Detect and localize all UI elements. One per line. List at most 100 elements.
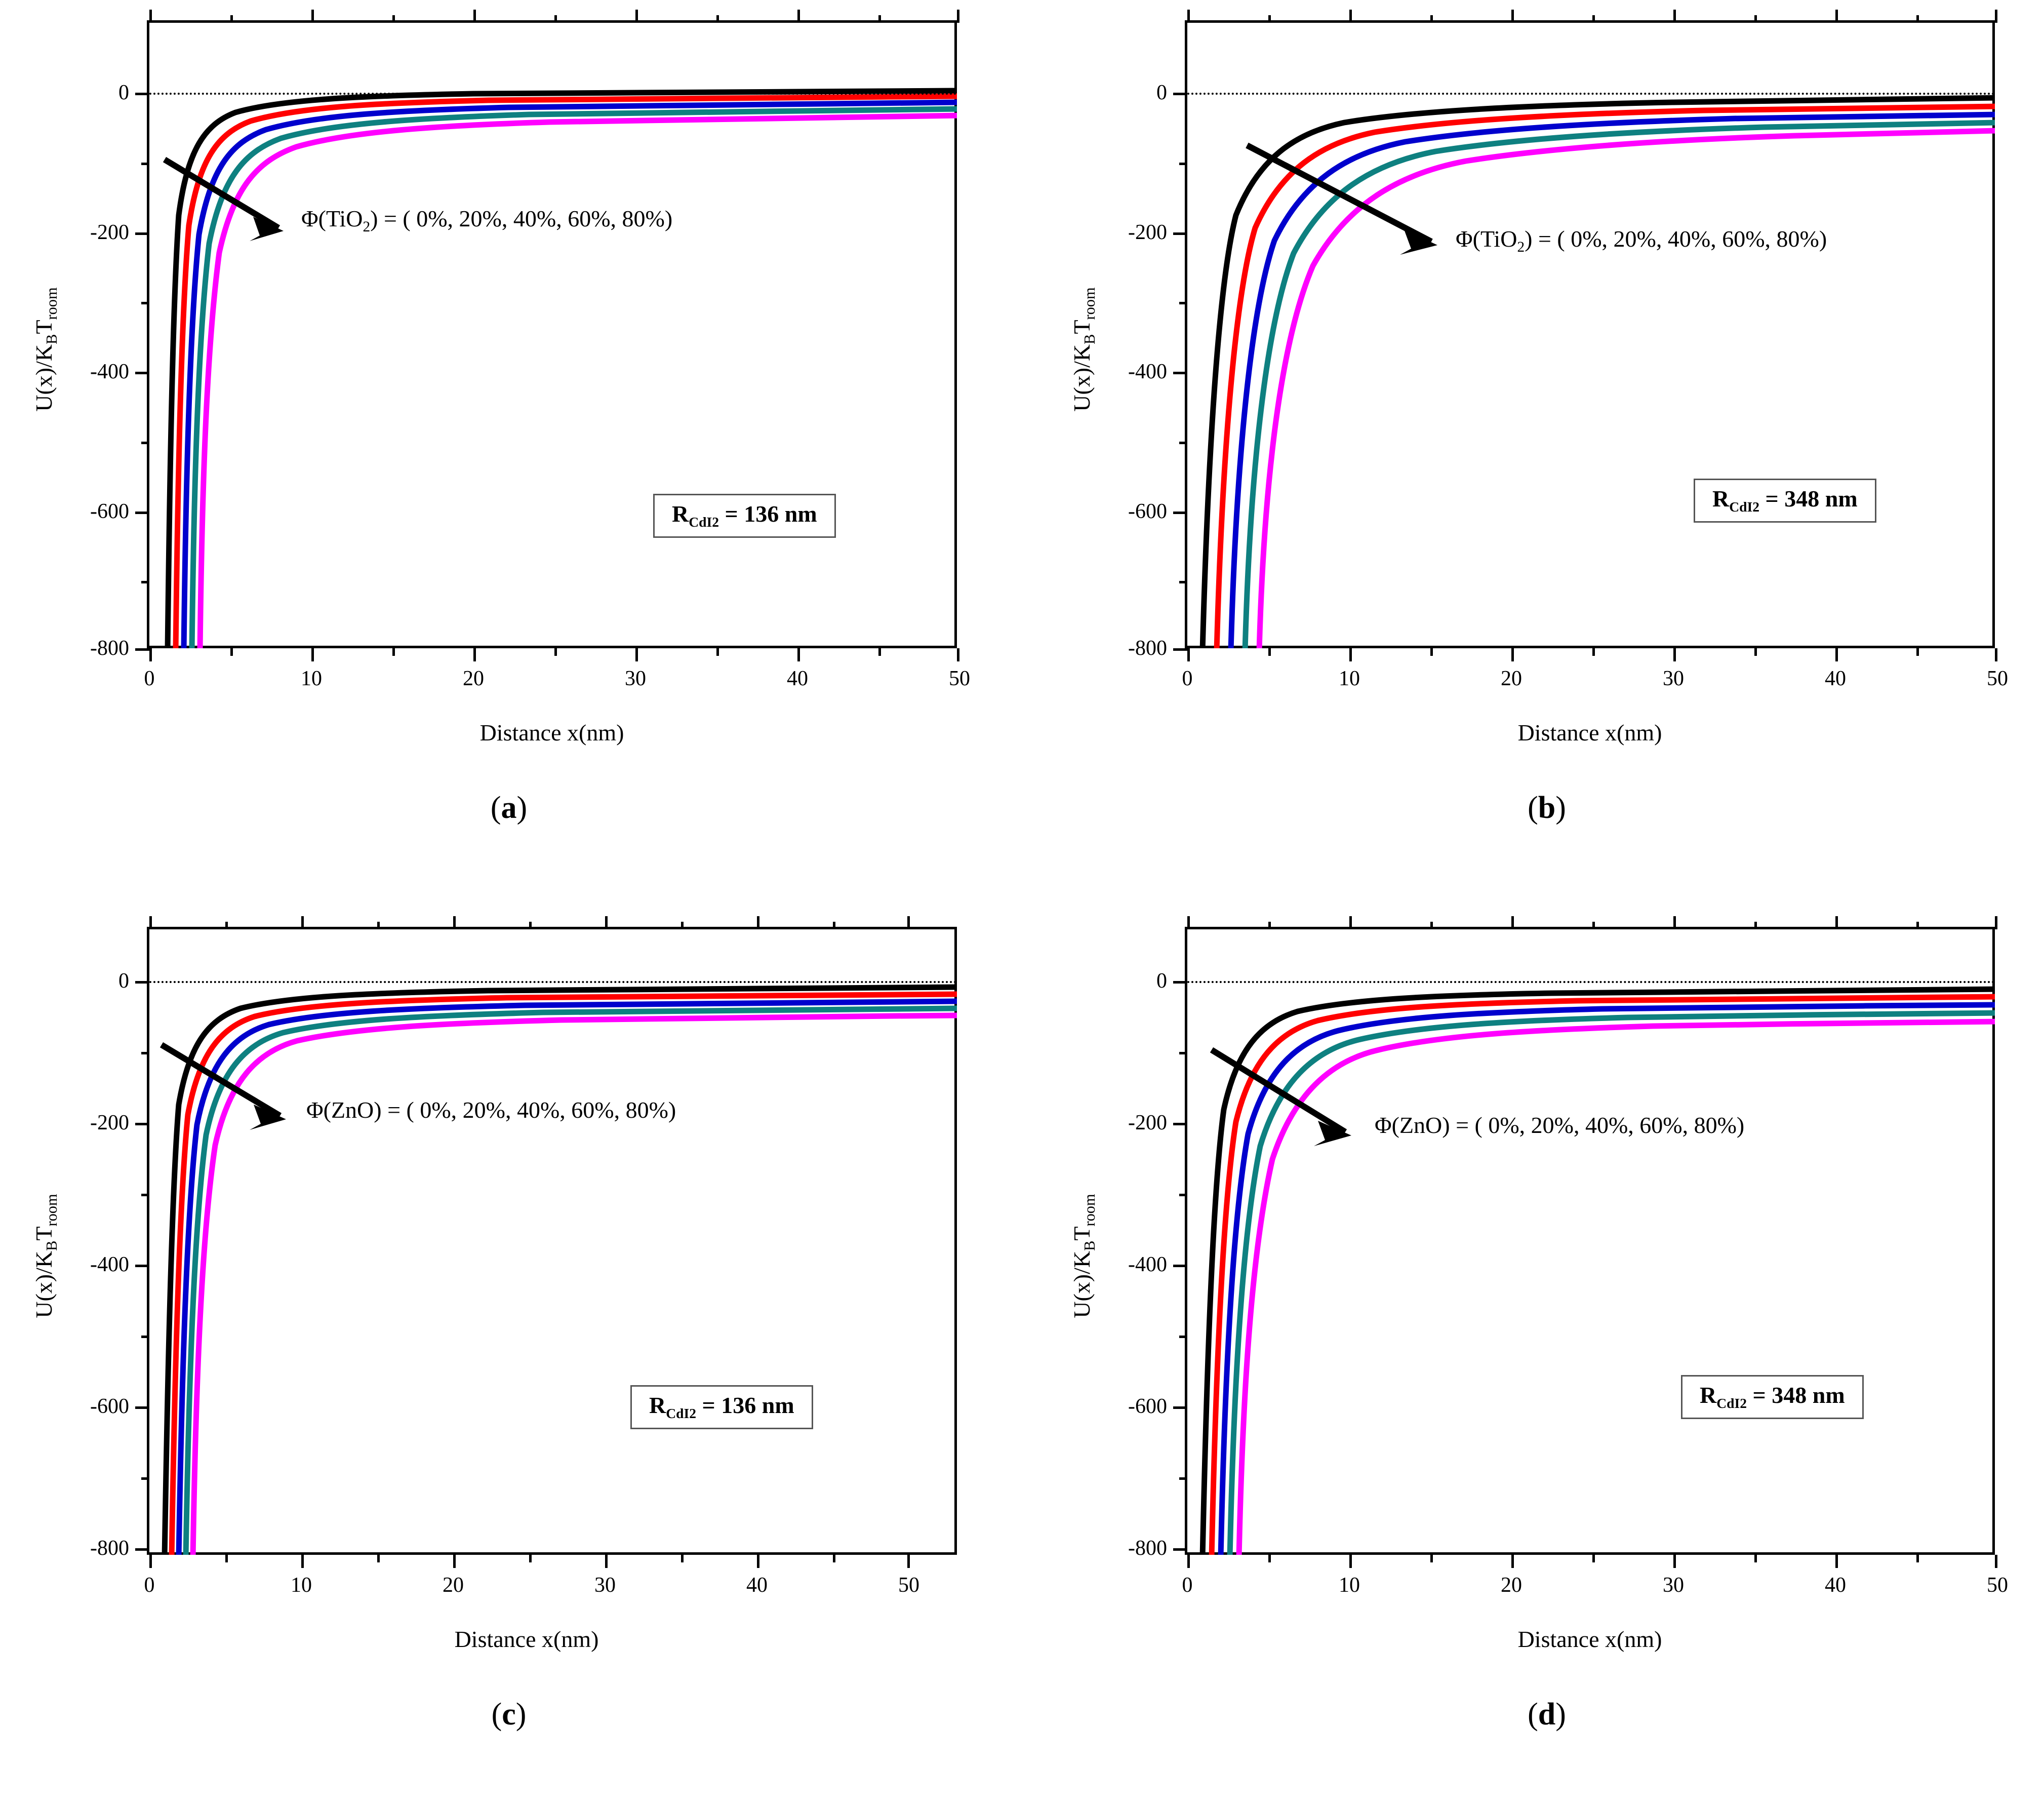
phi-annotation-prefix: Φ(TiO bbox=[1456, 226, 1517, 252]
x-axis-title-d: Distance x(nm) bbox=[1517, 1626, 1662, 1652]
x-top-tick-50 bbox=[1995, 10, 1997, 23]
curve-80-percent bbox=[1256, 128, 1995, 648]
curve-60-percent bbox=[183, 1005, 957, 1555]
y-axis-title-sub-room: room bbox=[43, 1194, 61, 1227]
curve-40-percent bbox=[181, 99, 957, 648]
x-top-tick-20 bbox=[1511, 10, 1514, 23]
x-tick-label-20: 20 bbox=[443, 1574, 464, 1597]
x-tick-label-20: 20 bbox=[1501, 667, 1522, 690]
x-axis-title-a: Distance x(nm) bbox=[479, 720, 624, 745]
x-axis-line-a bbox=[147, 646, 957, 648]
x-top-tick-50 bbox=[1995, 916, 1997, 929]
x-tick-minor-45 bbox=[1916, 1555, 1919, 1562]
phi-annotation-b: Φ(TiO2) = ( 0%, 20%, 40%, 60%, 80%) bbox=[1456, 225, 1827, 256]
x-top-tick-10 bbox=[1349, 10, 1352, 23]
x-top-tick-30 bbox=[635, 10, 638, 23]
x-axis-title-c: Distance x(nm) bbox=[454, 1626, 599, 1652]
curve-20-percent bbox=[169, 991, 957, 1555]
curve-80-percent bbox=[1236, 1018, 1995, 1555]
y-axis-title-sub-b: B bbox=[43, 1240, 61, 1251]
x-tick-minor-35 bbox=[681, 1555, 684, 1562]
y-tick-label-0: 0 bbox=[1156, 81, 1167, 104]
x-top-tick-minor-45 bbox=[878, 15, 881, 23]
phi-annotation-suffix: ) = ( 0%, 20%, 40%, 60%, 80%) bbox=[370, 206, 673, 231]
y-tick-minor-500 bbox=[1179, 442, 1187, 444]
y-tick-0 bbox=[135, 981, 149, 984]
curve-80-percent bbox=[190, 1012, 957, 1555]
x-axis-line-d bbox=[1185, 1552, 1995, 1555]
x-top-tick-30 bbox=[1673, 10, 1676, 23]
curve-40-percent bbox=[1228, 111, 1995, 648]
trend-arrow-a bbox=[163, 156, 284, 241]
y-axis-title-sub-b: B bbox=[1081, 1240, 1099, 1251]
x-top-tick-minor-15 bbox=[1430, 922, 1433, 929]
y-axis-title-main: U(x)/K bbox=[1068, 1250, 1095, 1318]
x-top-tick-40 bbox=[1835, 916, 1838, 929]
panel-d: U(x)/KBTroom bbox=[1053, 907, 2040, 1793]
radius-subscript: CdI2 bbox=[1716, 1395, 1747, 1411]
y-tick-800 bbox=[135, 648, 149, 651]
y-tick-label-800: -800 bbox=[90, 1537, 129, 1560]
x-tick-minor-5 bbox=[225, 1555, 228, 1562]
y-axis-title-main: U(x)/K bbox=[30, 344, 57, 412]
y-tick-200 bbox=[1173, 232, 1187, 235]
y-tick-600 bbox=[135, 1406, 149, 1409]
panel-label-c: (c) bbox=[491, 1697, 527, 1732]
x-tick-minor-45 bbox=[878, 648, 881, 656]
zero-reference-line-c bbox=[149, 981, 957, 983]
curve-0-percent bbox=[1199, 95, 1995, 648]
x-tick-label-50: 50 bbox=[1987, 667, 2008, 690]
x-top-tick-minor-5 bbox=[230, 15, 233, 23]
panel-b: U(x)/KBTroom bbox=[1053, 0, 2040, 886]
radius-value: = 348 nm bbox=[1759, 486, 1858, 512]
y-tick-label-0: 0 bbox=[118, 969, 129, 993]
y-tick-minor-500 bbox=[1179, 1336, 1187, 1338]
x-top-tick-0 bbox=[1187, 916, 1190, 929]
x-tick-minor-15 bbox=[1430, 648, 1433, 656]
y-tick-label-800: -800 bbox=[1128, 637, 1167, 660]
x-top-tick-10 bbox=[1349, 916, 1352, 929]
curve-40-percent bbox=[176, 998, 957, 1555]
y-axis-title-sub-room: room bbox=[1081, 1194, 1099, 1227]
x-tick-minor-5 bbox=[1268, 648, 1271, 656]
y-tick-minor-700 bbox=[1179, 1477, 1187, 1480]
phi-annotation-suffix: ) = ( 0%, 20%, 40%, 60%, 80%) bbox=[1442, 1112, 1745, 1138]
phi-annotation-a: Φ(TiO2) = ( 0%, 20%, 40%, 60%, 80%) bbox=[301, 205, 672, 236]
x-tick-0 bbox=[1187, 1555, 1190, 1568]
radius-symbol: R bbox=[672, 501, 689, 527]
x-tick-50 bbox=[907, 1555, 910, 1568]
x-tick-minor-45 bbox=[833, 1555, 835, 1562]
y-tick-minor-100 bbox=[141, 163, 149, 165]
right-axis-line-d bbox=[1992, 927, 1995, 1555]
x-tick-10 bbox=[1349, 1555, 1352, 1568]
phi-annotation-prefix: Φ(TiO bbox=[301, 206, 363, 231]
x-top-tick-minor-5 bbox=[1268, 15, 1271, 23]
y-tick-minor-300 bbox=[141, 1194, 149, 1196]
x-tick-label-10: 10 bbox=[301, 667, 322, 690]
x-tick-label-40: 40 bbox=[1825, 667, 1846, 690]
x-top-tick-0 bbox=[149, 10, 152, 23]
x-top-tick-minor-5 bbox=[1268, 922, 1271, 929]
panel-label-a: (a) bbox=[490, 791, 528, 825]
x-tick-label-0: 0 bbox=[144, 1574, 155, 1597]
y-tick-label-0: 0 bbox=[118, 81, 129, 104]
x-tick-label-30: 30 bbox=[1663, 1574, 1684, 1597]
plot-inner-b bbox=[1187, 23, 1995, 648]
x-top-tick-minor-25 bbox=[1592, 15, 1595, 23]
panel-letter-d: d bbox=[1538, 1697, 1556, 1732]
y-tick-label-600: -600 bbox=[90, 1395, 129, 1418]
y-tick-label-0: 0 bbox=[1156, 969, 1167, 993]
y-tick-label-400: -400 bbox=[1128, 360, 1167, 383]
x-tick-label-50: 50 bbox=[898, 1574, 919, 1597]
y-axis-title-main: U(x)/K bbox=[30, 1250, 57, 1318]
y-tick-minor-700 bbox=[1179, 581, 1187, 583]
x-tick-40 bbox=[1835, 1555, 1838, 1568]
x-tick-10 bbox=[311, 648, 314, 661]
panel-letter-b: b bbox=[1538, 791, 1556, 825]
x-top-tick-minor-25 bbox=[554, 15, 557, 23]
y-tick-minor-300 bbox=[141, 302, 149, 304]
y-tick-minor-700 bbox=[141, 1477, 149, 1480]
x-tick-label-20: 20 bbox=[463, 667, 484, 690]
x-tick-30 bbox=[1673, 648, 1676, 661]
